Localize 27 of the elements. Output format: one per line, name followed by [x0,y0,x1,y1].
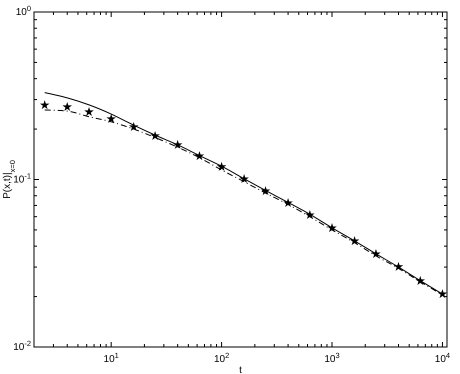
point [305,210,315,220]
point [327,223,337,232]
point [150,130,160,140]
y-tick-label: 10$^{0}$ [16,4,31,18]
point [239,174,249,184]
x-tick-label: 10$^{3}$ [324,350,340,365]
point [84,106,94,116]
point [62,102,72,112]
point [438,289,448,298]
x-tick-label: 10$^{4}$ [434,350,450,365]
point [394,262,404,271]
x-tick-label: 10$^{1}$ [104,350,119,365]
x-tick-label: 10$^{2}$ [214,350,230,365]
point [106,114,116,123]
point [350,236,360,246]
point [216,162,226,171]
point [172,140,182,149]
point [128,122,138,131]
point [371,249,381,258]
y-tick-label: 10$^{-1}$ [13,171,31,186]
point [194,151,204,160]
point [283,198,293,208]
point [416,276,426,285]
y-tick-label: 10$^{-2}$ [13,338,31,353]
point [40,100,50,110]
x-axis-title: t [239,365,242,374]
point [260,186,270,196]
